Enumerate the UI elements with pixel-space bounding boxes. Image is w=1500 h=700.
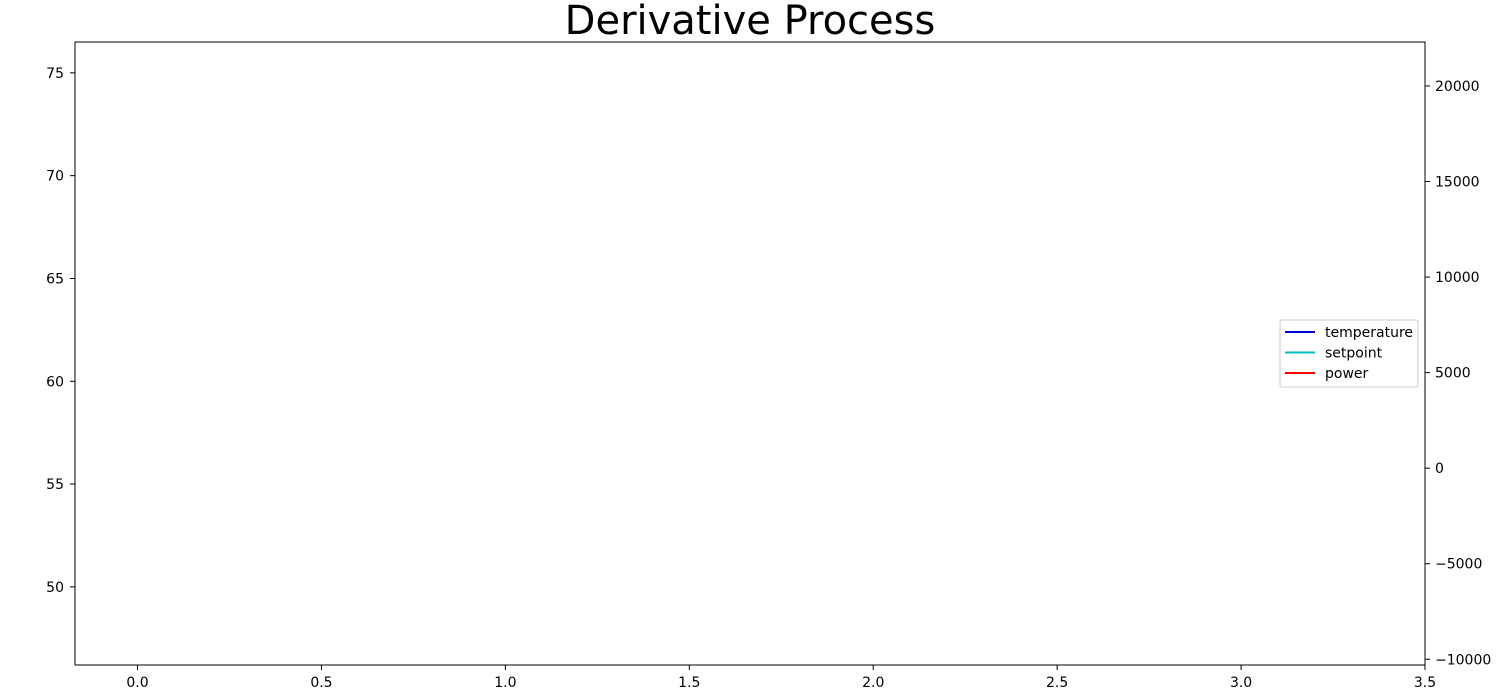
y-tick-label: 75 [46, 66, 64, 82]
y2-tick-label: 20000 [1435, 79, 1480, 95]
y-axis-left: 50 55 60 65 70 75 [46, 66, 75, 596]
y2-tick-label: 15000 [1435, 175, 1480, 191]
x-tick-label: 2.5 [1046, 675, 1068, 691]
x-tick-label: 1.5 [678, 675, 700, 691]
y-tick-label: 55 [46, 477, 64, 493]
x-tick-label: 0.5 [310, 675, 332, 691]
x-tick-label: 0.0 [126, 675, 148, 691]
x-tick-label: 3.5 [1414, 675, 1436, 691]
legend: temperature setpoint power [1279, 319, 1419, 388]
x-tick-label: 1.0 [494, 675, 516, 691]
chart-title: Derivative Process [564, 0, 936, 44]
plot-frame [74, 41, 1426, 666]
y2-tick-label: 10000 [1435, 270, 1480, 286]
legend-box [1279, 319, 1419, 388]
y2-tick-label: −10000 [1435, 652, 1491, 668]
y-axis-right: −10000 −5000 0 5000 10000 15000 20000 [1425, 79, 1491, 668]
legend-label: power [1325, 366, 1369, 382]
y2-tick-label: −5000 [1435, 557, 1482, 573]
x-tick-label: 2.0 [862, 675, 884, 691]
y-tick-label: 60 [46, 374, 64, 390]
y-tick-label: 65 [46, 271, 64, 287]
y-tick-label: 50 [46, 580, 64, 596]
y2-tick-label: 5000 [1435, 366, 1471, 382]
legend-label: setpoint [1325, 346, 1383, 362]
legend-label: temperature [1325, 325, 1413, 341]
x-axis: 0.0 0.5 1.0 1.5 2.0 2.5 3.0 3.5 [126, 665, 1436, 691]
x-tick-label: 3.0 [1230, 675, 1252, 691]
y2-tick-label: 0 [1435, 461, 1444, 477]
y-tick-label: 70 [46, 169, 64, 185]
